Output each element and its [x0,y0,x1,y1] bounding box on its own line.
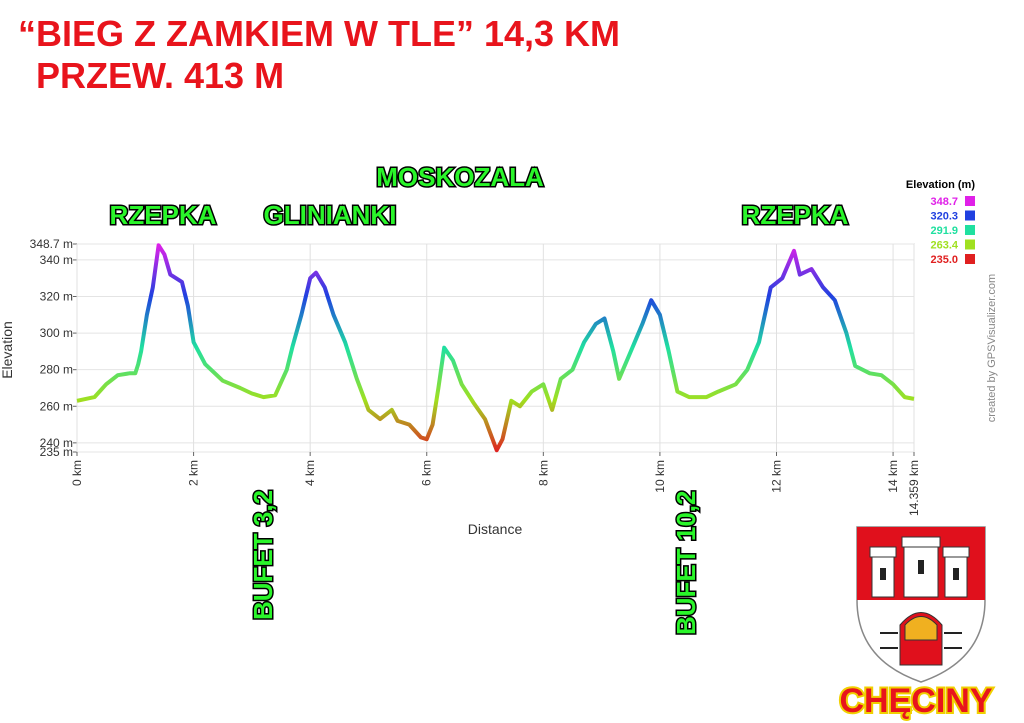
legend-swatch [965,239,975,250]
y-axis-title: Elevation [0,321,15,379]
x-tick-label: 2 km [187,460,201,486]
legend-label: 291.9 [930,225,958,237]
x-tick-label: 6 km [420,460,434,486]
x-tick-label: 8 km [536,460,550,486]
legend-label: 348.7 [930,196,958,208]
credit: created by GPSVisualizer.com [986,274,998,422]
annotation: GLINIANKI [264,200,397,230]
y-tick-label: 280 m [40,363,73,377]
annotation: BUFET 10,2 [671,491,701,636]
y-tick-label: 235 m [40,445,73,459]
x-tick-label: 4 km [303,460,317,486]
legend-label: 263.4 [930,240,958,252]
annotation: BUFET 3,2 [248,490,278,620]
elevation-line [76,243,915,453]
legend-swatch [965,225,975,235]
x-tick-label: 10 km [653,460,667,493]
title: PRZEW. 413 M [36,55,284,96]
x-axis-title: Distance [468,521,523,537]
legend-title: Elevation (m) [906,179,975,191]
annotation: RZEPKA [742,200,849,230]
x-tick-label: 0 km [70,460,84,486]
x-tick-label: 12 km [769,460,783,493]
coat-of-arms [856,526,986,683]
annotation: MOSKOZALA [376,162,544,192]
x-tick-label: 14.359 km [907,460,921,516]
y-tick-label: 340 m [40,253,73,267]
title: “BIEG Z ZAMKIEM W TLE” 14,3 KM [18,13,620,54]
legend-swatch [965,254,975,264]
y-tick-label: 320 m [40,290,73,304]
y-tick-label: 300 m [40,326,73,340]
legend-swatch [965,210,975,221]
y-tick-label: 348.7 m [30,237,73,251]
legend-label: 235.0 [930,254,958,266]
town-name: CHĘCINY [839,682,992,720]
y-tick-label: 260 m [40,399,73,413]
x-tick-label: 14 km [886,460,900,493]
plot-frame [76,243,915,453]
legend-swatch [965,196,975,206]
y-tick-label: 240 m [40,436,73,450]
annotation: RZEPKA [110,200,217,230]
legend-label: 320.3 [930,211,958,223]
